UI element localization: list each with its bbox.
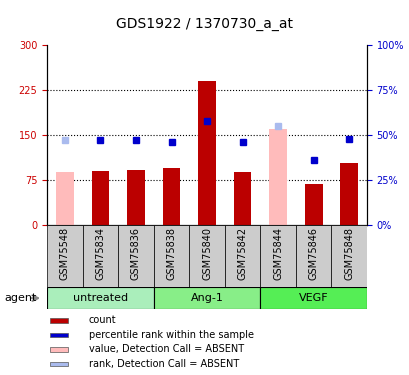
Text: VEGF: VEGF bbox=[298, 293, 328, 303]
Text: count: count bbox=[88, 315, 116, 326]
Bar bbox=[153, 225, 189, 287]
Text: GSM75840: GSM75840 bbox=[202, 227, 211, 280]
Text: GSM75834: GSM75834 bbox=[95, 227, 105, 280]
Text: untreated: untreated bbox=[73, 293, 128, 303]
Text: percentile rank within the sample: percentile rank within the sample bbox=[88, 330, 253, 340]
Bar bbox=[50, 362, 68, 366]
Bar bbox=[56, 172, 74, 225]
Bar bbox=[198, 81, 216, 225]
Bar bbox=[233, 172, 251, 225]
Bar bbox=[50, 333, 68, 337]
Bar bbox=[50, 347, 68, 352]
Bar bbox=[162, 168, 180, 225]
Bar bbox=[330, 225, 366, 287]
Text: GDS1922 / 1370730_a_at: GDS1922 / 1370730_a_at bbox=[116, 17, 293, 32]
Text: GSM75846: GSM75846 bbox=[308, 227, 318, 280]
Bar bbox=[47, 225, 83, 287]
Bar bbox=[189, 225, 224, 287]
Bar bbox=[304, 184, 322, 225]
Text: value, Detection Call = ABSENT: value, Detection Call = ABSENT bbox=[88, 345, 243, 354]
Text: GSM75836: GSM75836 bbox=[130, 227, 141, 280]
Text: GSM75548: GSM75548 bbox=[60, 227, 70, 280]
Bar bbox=[127, 170, 144, 225]
Text: GSM75844: GSM75844 bbox=[272, 227, 283, 280]
Bar bbox=[260, 287, 366, 309]
Bar bbox=[153, 287, 260, 309]
Bar bbox=[118, 225, 153, 287]
Bar bbox=[50, 318, 68, 323]
Bar bbox=[339, 163, 357, 225]
Bar bbox=[269, 129, 286, 225]
Bar bbox=[83, 225, 118, 287]
Text: Ang-1: Ang-1 bbox=[190, 293, 223, 303]
Bar bbox=[295, 225, 330, 287]
Text: rank, Detection Call = ABSENT: rank, Detection Call = ABSENT bbox=[88, 359, 238, 369]
Bar bbox=[47, 287, 153, 309]
Text: GSM75842: GSM75842 bbox=[237, 227, 247, 280]
Bar bbox=[260, 225, 295, 287]
Text: agent: agent bbox=[4, 293, 36, 303]
Text: GSM75838: GSM75838 bbox=[166, 227, 176, 280]
Text: GSM75848: GSM75848 bbox=[343, 227, 353, 280]
Bar bbox=[224, 225, 260, 287]
Bar bbox=[91, 171, 109, 225]
